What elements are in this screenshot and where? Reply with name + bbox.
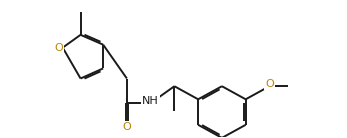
Text: O: O: [265, 79, 274, 89]
Text: NH: NH: [142, 96, 159, 106]
Text: O: O: [55, 43, 64, 53]
Text: O: O: [122, 122, 131, 132]
